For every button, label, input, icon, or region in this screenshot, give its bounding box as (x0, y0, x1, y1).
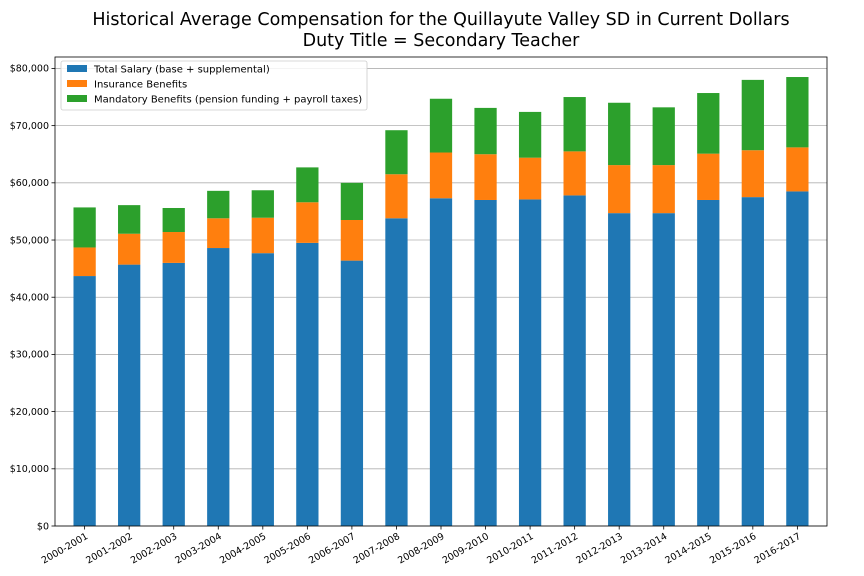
bar-segment-mandatory (741, 79, 764, 151)
legend-label: Mandatory Benefits (pension funding + pa… (94, 94, 362, 105)
y-tick-label: $50,000 (10, 235, 49, 246)
bar-segment-salary (118, 264, 141, 526)
bar-segment-mandatory (385, 130, 408, 175)
y-tick-label: $10,000 (10, 464, 49, 475)
chart-subtitle: Duty Title = Secondary Teacher (303, 31, 581, 51)
legend-swatch (67, 65, 87, 72)
y-tick-label: $30,000 (10, 350, 49, 361)
bar-segment-insurance (296, 202, 319, 243)
bar-segment-mandatory (786, 77, 809, 148)
legend-swatch (67, 95, 87, 102)
bar-segment-salary (697, 199, 720, 527)
y-tick-label: $0 (37, 521, 49, 532)
bar-segment-salary (296, 242, 319, 526)
x-tick-label: 2004-2005 (218, 531, 268, 566)
bar-segment-insurance (429, 152, 453, 199)
legend: Total Salary (base + supplemental) Insura… (60, 60, 368, 111)
bar-segment-salary (563, 195, 586, 526)
bar-segment-mandatory (652, 107, 675, 166)
bar-segment-insurance (741, 150, 764, 198)
x-tick-label: 2002-2003 (129, 531, 179, 566)
x-tick-label: 2000-2001 (40, 531, 90, 566)
x-tick-label: 2006-2007 (307, 531, 357, 566)
bar-segment-insurance (340, 220, 364, 261)
bars (73, 77, 809, 527)
bar-segment-mandatory (251, 190, 274, 218)
bar-segment-mandatory (73, 207, 96, 248)
y-axis: $0 $10,000 $20,000 $30,000 $40,000 $50,000 $60… (10, 64, 55, 532)
legend-box (60, 60, 368, 111)
bar-segment-insurance (786, 147, 809, 192)
bar-segment-salary (162, 262, 185, 526)
y-tick-label: $80,000 (10, 64, 49, 75)
bar-segment-insurance (697, 153, 720, 200)
bar-segment-salary (251, 253, 274, 527)
plot-frame (54, 56, 828, 527)
bar-segment-mandatory (563, 97, 586, 152)
bar-segment-mandatory (207, 190, 230, 219)
y-tick-label: $70,000 (10, 121, 49, 132)
bar-segment-mandatory (296, 167, 319, 203)
x-tick-label: 2001-2002 (84, 531, 134, 566)
y-tick-label: $40,000 (10, 293, 49, 304)
legend-label: Total Salary (base + supplemental) (93, 64, 270, 75)
x-tick-label: 2011-2012 (530, 531, 580, 566)
bar-segment-insurance (563, 151, 586, 196)
bar-segment-insurance (207, 218, 230, 249)
bar-segment-mandatory (118, 205, 141, 234)
bar-segment-mandatory (162, 207, 185, 233)
legend-swatch (67, 80, 87, 87)
bar-segment-insurance (608, 165, 631, 214)
x-tick-label: 2016-2017 (753, 531, 803, 566)
bar-segment-insurance (251, 217, 274, 254)
bar-segment-insurance (118, 233, 141, 265)
x-tick-label: 2010-2011 (485, 531, 535, 566)
y-tick-label: $60,000 (10, 178, 49, 189)
bar-segment-salary (741, 197, 764, 526)
bar-segment-mandatory (429, 98, 453, 153)
bar-segment-salary (652, 213, 675, 526)
bar-segment-mandatory (474, 107, 497, 155)
y-tick-label: $20,000 (10, 407, 49, 418)
x-tick-label: 2005-2006 (263, 531, 313, 566)
bar-segment-salary (340, 260, 364, 526)
legend-label: Insurance Benefits (94, 79, 187, 90)
bar-segment-insurance (73, 247, 96, 277)
bar-segment-insurance (385, 174, 408, 219)
bar-segment-insurance (652, 165, 675, 214)
bar-segment-salary (518, 199, 542, 527)
chart-title: Historical Average Compensation for the … (92, 10, 789, 30)
x-tick-label: 2012-2013 (574, 531, 624, 566)
bar-segment-salary (474, 199, 497, 527)
bar-segment-salary (786, 191, 809, 526)
x-tick-label: 2003-2004 (173, 531, 223, 566)
bar-segment-mandatory (340, 182, 364, 221)
bar-segment-mandatory (697, 93, 720, 154)
bar-segment-salary (385, 218, 408, 527)
x-tick-label: 2008-2009 (396, 531, 446, 566)
bar-segment-insurance (518, 157, 542, 200)
x-axis: 2000-20012001-20022002-20032003-20042004… (40, 526, 803, 566)
x-tick-label: 2009-2010 (441, 531, 491, 566)
bar-segment-salary (73, 276, 96, 526)
x-tick-label: 2007-2008 (352, 531, 402, 566)
x-tick-label: 2014-2015 (663, 531, 713, 566)
bar-segment-salary (608, 213, 631, 526)
bar-segment-insurance (474, 154, 497, 200)
x-tick-label: 2013-2014 (619, 531, 669, 566)
bar-segment-mandatory (608, 102, 631, 166)
bar-segment-mandatory (518, 111, 542, 158)
bar-segment-insurance (162, 232, 185, 263)
bar-segment-salary (429, 198, 453, 526)
x-tick-label: 2015-2016 (708, 531, 758, 566)
bar-segment-salary (207, 248, 230, 526)
legend-items: Total Salary (base + supplemental) Insura… (67, 64, 362, 105)
